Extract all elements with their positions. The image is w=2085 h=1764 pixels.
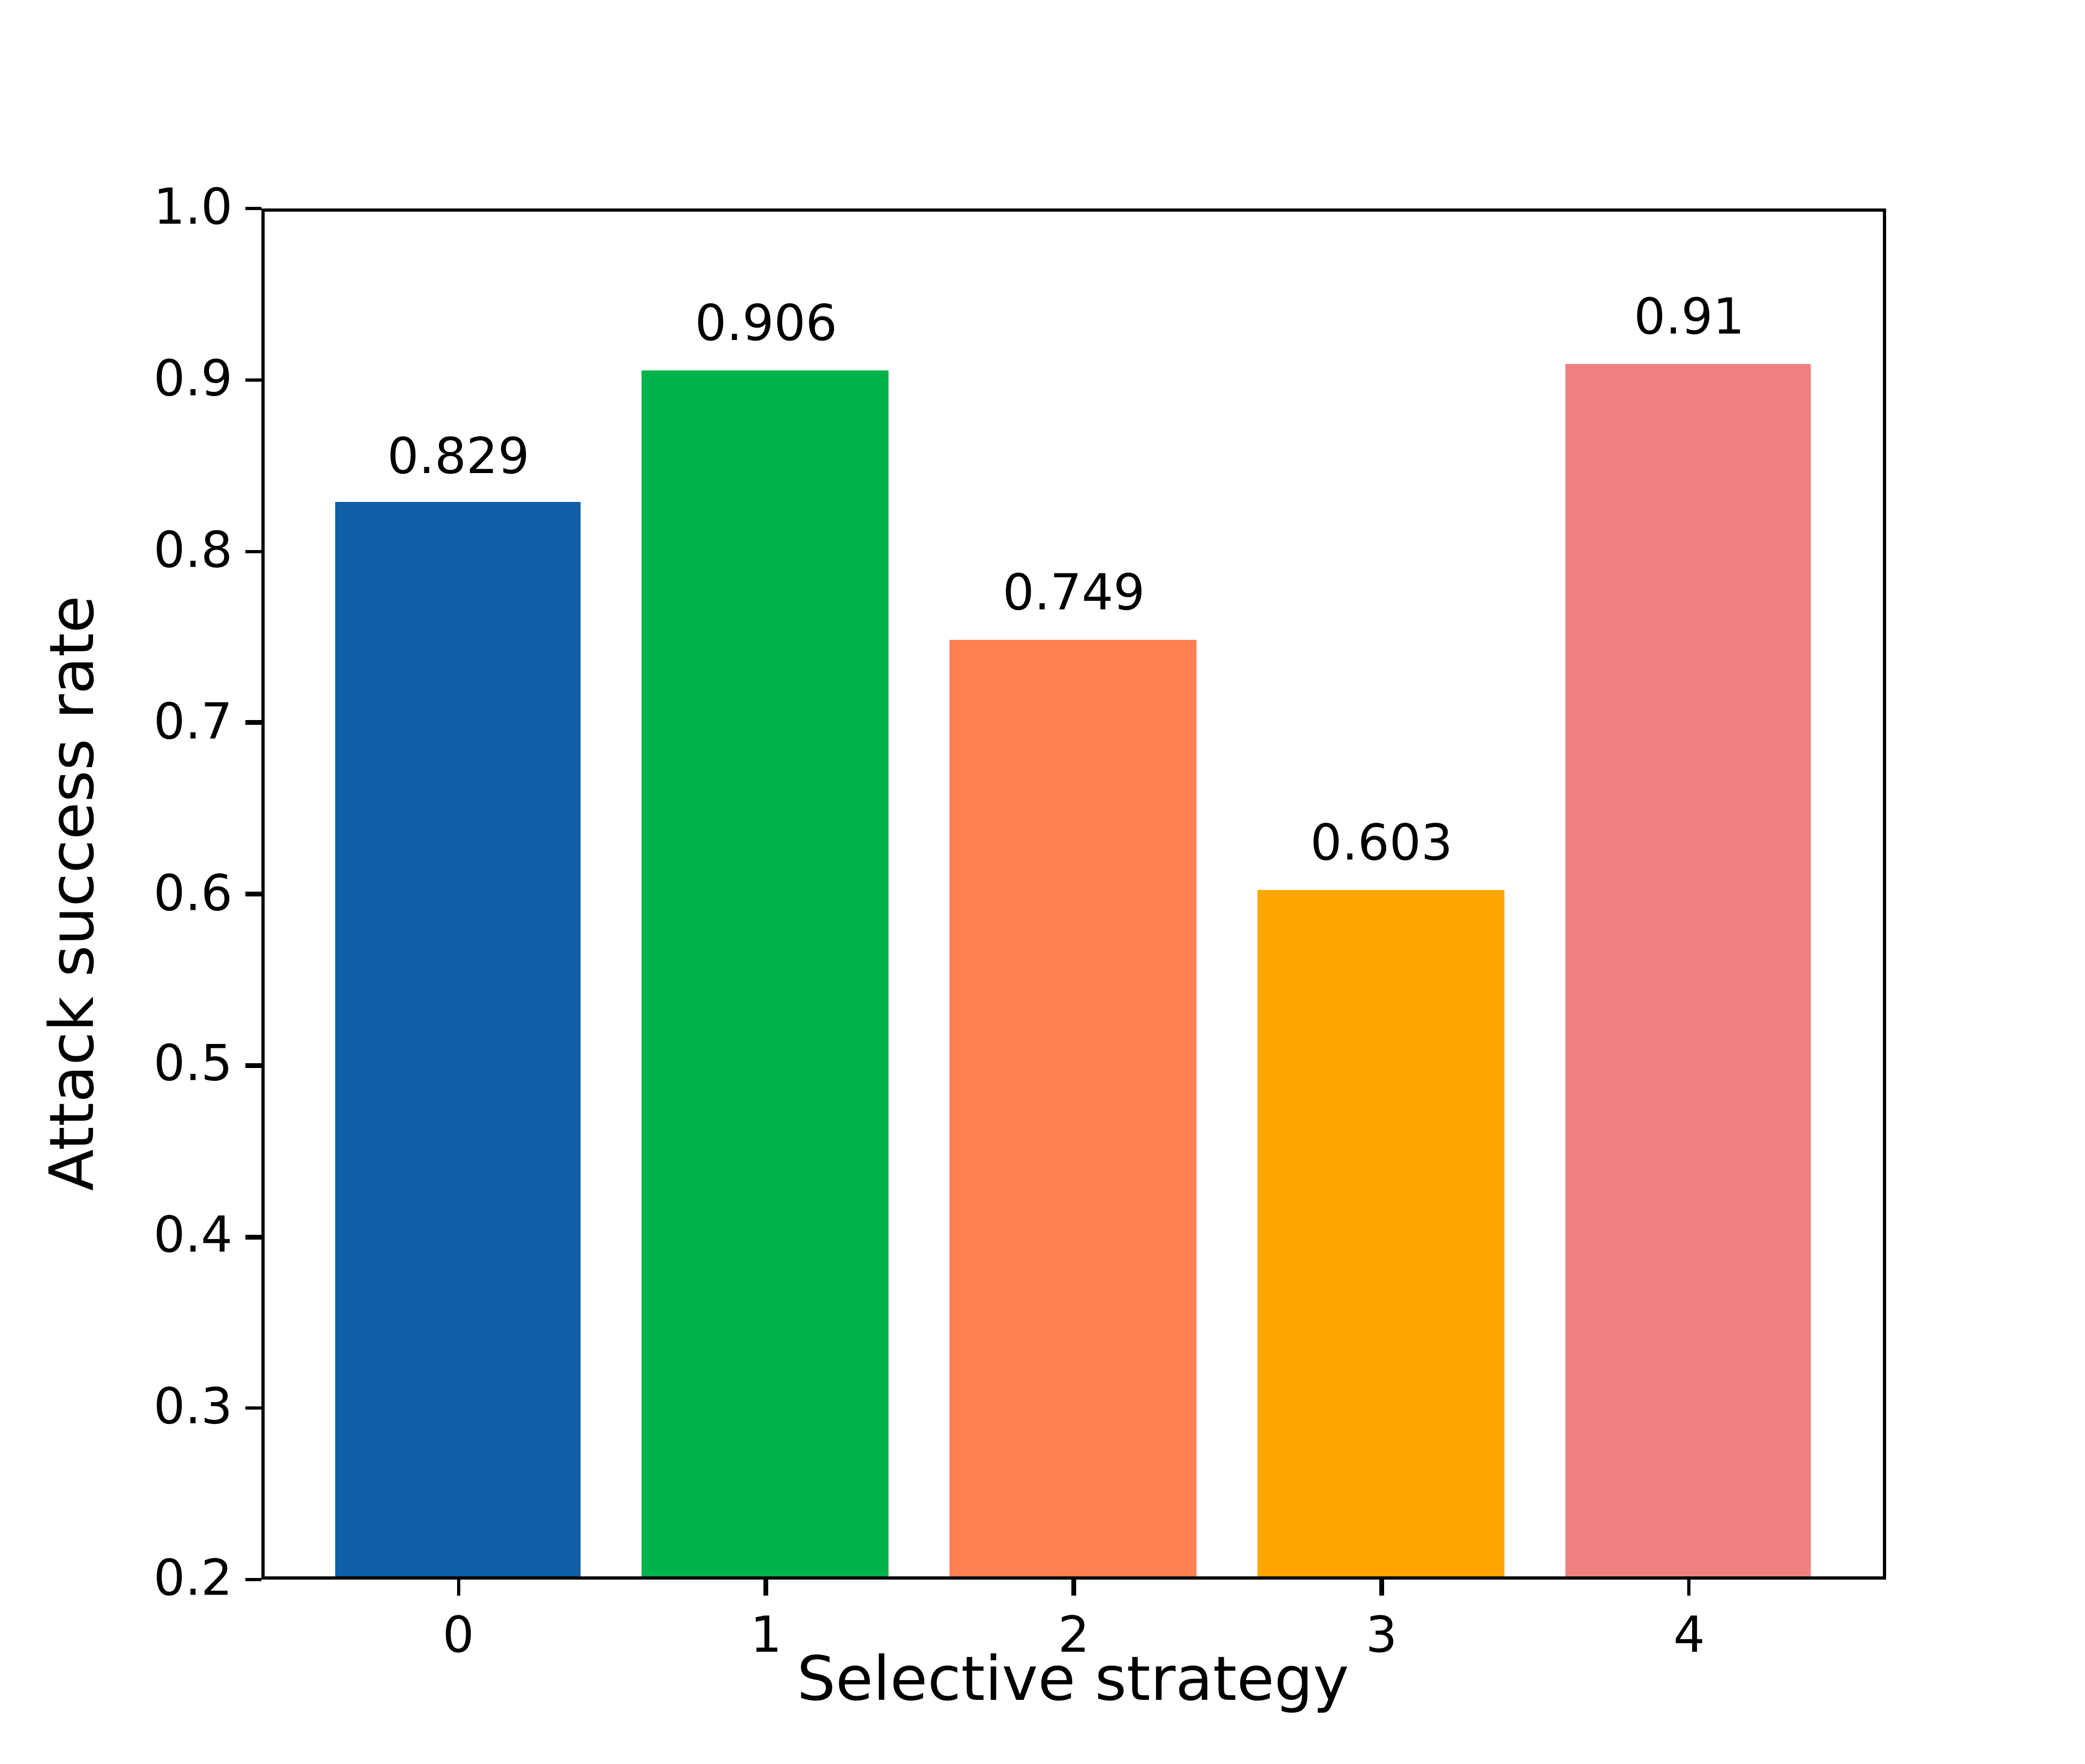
x-tick-mark bbox=[1687, 1580, 1692, 1596]
y-tick-label: 0.4 bbox=[153, 1207, 233, 1265]
y-tick-label: 0.3 bbox=[153, 1378, 233, 1436]
x-tick-label: 3 bbox=[1365, 1607, 1397, 1665]
y-tick-mark bbox=[245, 892, 261, 896]
bar-3 bbox=[1257, 889, 1504, 1576]
y-tick-mark bbox=[245, 206, 261, 211]
y-tick-label: 0.6 bbox=[153, 864, 233, 922]
bar-2 bbox=[949, 639, 1196, 1576]
y-tick-mark bbox=[245, 377, 261, 382]
x-tick-label: 4 bbox=[1673, 1607, 1705, 1665]
x-tick-label: 1 bbox=[750, 1607, 782, 1665]
bar-value-label-2: 0.749 bbox=[1002, 564, 1145, 623]
bar-value-label-3: 0.603 bbox=[1310, 815, 1453, 873]
y-tick-mark bbox=[245, 1406, 261, 1411]
y-tick-mark bbox=[245, 1235, 261, 1239]
x-tick-label: 0 bbox=[442, 1607, 474, 1665]
y-tick-label: 0.8 bbox=[153, 521, 233, 579]
y-tick-mark bbox=[245, 1577, 261, 1582]
y-tick-mark bbox=[245, 721, 261, 725]
bar-1 bbox=[642, 370, 889, 1576]
x-tick-mark bbox=[1379, 1580, 1384, 1596]
y-tick-label: 0.9 bbox=[153, 350, 233, 408]
plot-area bbox=[261, 208, 1886, 1580]
x-tick-label: 2 bbox=[1057, 1607, 1090, 1665]
x-tick-mark bbox=[1071, 1580, 1076, 1596]
y-tick-label: 0.5 bbox=[153, 1035, 233, 1094]
bar-4 bbox=[1565, 363, 1812, 1576]
x-tick-mark bbox=[764, 1580, 768, 1596]
y-tick-label: 0.2 bbox=[153, 1550, 233, 1608]
bar-0 bbox=[334, 502, 581, 1576]
bar-value-label-0: 0.829 bbox=[387, 428, 530, 486]
y-tick-label: 1.0 bbox=[153, 179, 233, 237]
y-tick-mark bbox=[245, 549, 261, 553]
x-axis-label: Selective strategy bbox=[797, 1644, 1349, 1714]
x-tick-mark bbox=[456, 1580, 461, 1596]
y-axis-label: Attack success rate bbox=[37, 595, 107, 1191]
y-tick-mark bbox=[245, 1063, 261, 1067]
bar-value-label-4: 0.91 bbox=[1634, 289, 1745, 347]
bar-value-label-1: 0.906 bbox=[694, 296, 838, 354]
y-tick-label: 0.7 bbox=[153, 693, 233, 751]
